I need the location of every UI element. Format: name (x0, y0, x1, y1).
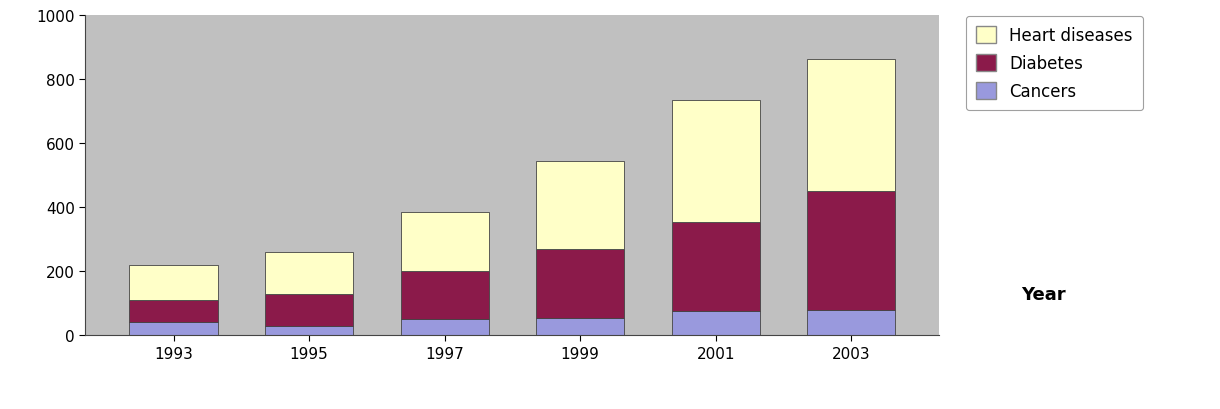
Bar (129, 323, 217, 335)
Bar (265, 294, 353, 326)
Bar (129, 300, 217, 323)
Bar (400, 319, 489, 335)
Bar (536, 249, 625, 318)
Legend: Heart diseases, Diabetes, Cancers: Heart diseases, Diabetes, Cancers (966, 16, 1143, 111)
Bar (265, 326, 353, 335)
Bar (808, 59, 895, 192)
Bar (400, 272, 489, 319)
Bar (672, 101, 760, 222)
Bar (265, 252, 353, 294)
Bar (536, 318, 625, 335)
Bar (129, 265, 217, 300)
Text: Year: Year (1021, 285, 1065, 303)
Bar (536, 162, 625, 249)
Bar (400, 213, 489, 272)
Bar (808, 310, 895, 335)
Bar (672, 312, 760, 335)
Bar (808, 192, 895, 310)
Bar (672, 222, 760, 312)
